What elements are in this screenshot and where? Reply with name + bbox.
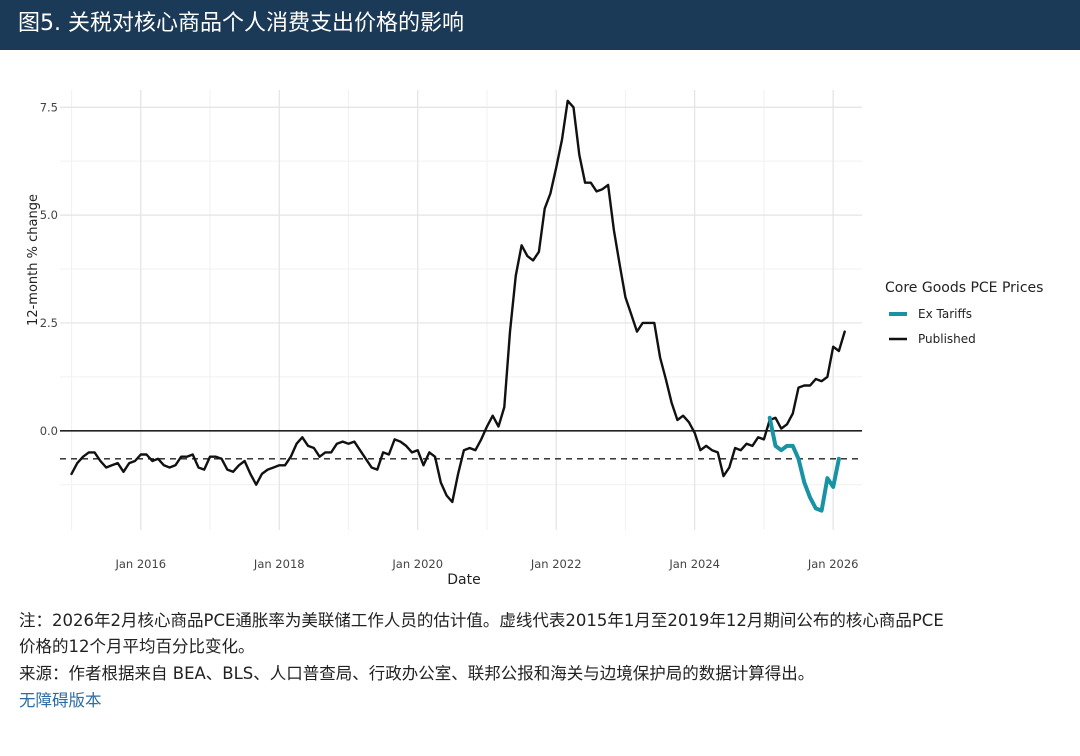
- y-tick-label: 7.5: [40, 100, 58, 114]
- chart-reference-lines: [60, 429, 862, 460]
- title-bar: 图5. 关税对核心商品个人消费支出价格的影响: [0, 0, 1080, 50]
- accessible-version-link[interactable]: 无障碍版本: [19, 691, 102, 710]
- y-tick-label: 0.0: [40, 424, 58, 438]
- chart-axes: Date 12-month % change 0.0 2.5 5.0 7.5 Jan 2…: [26, 100, 858, 588]
- chart-legend: Core Goods PCE Prices Ex Tariffs Publishe…: [885, 280, 1043, 346]
- legend-title: Core Goods PCE Prices: [885, 280, 1043, 296]
- chart-source: 来源：作者根据来自 BEA、BLS、人口普查局、行政办公室、联邦公报和海关与边境…: [19, 664, 815, 683]
- x-tick-label: Jan 2024: [668, 557, 720, 571]
- x-tick-label: Jan 2022: [530, 557, 582, 571]
- y-tick-label: 5.0: [40, 208, 58, 222]
- page-title: 图5. 关税对核心商品个人消费支出价格的影响: [18, 11, 464, 36]
- x-tick-label: Jan 2018: [253, 557, 305, 571]
- chart-note-line-2: 价格的12个月平均百分比变化。: [19, 637, 255, 656]
- x-tick-label: Jan 2020: [391, 557, 443, 571]
- series-line-published: [70, 99, 846, 504]
- chart: Date 12-month % change 0.0 2.5 5.0 7.5 Jan 2…: [26, 90, 1043, 588]
- legend-item-label: Published: [918, 332, 976, 346]
- chart-note-line-1: 注：2026年2月核心商品PCE通胀率为美联储工作人员的估计值。虚线代表2015…: [19, 611, 944, 630]
- y-axis-label: 12-month % change: [26, 194, 41, 326]
- x-axis-label: Date: [447, 572, 480, 588]
- x-tick-label: Jan 2016: [114, 557, 166, 571]
- y-tick-label: 2.5: [40, 316, 58, 330]
- series-line-ex-tariffs: [767, 415, 841, 513]
- chart-series: [70, 99, 846, 513]
- x-tick-label: Jan 2026: [807, 557, 859, 571]
- legend-item-label: Ex Tariffs: [918, 307, 972, 321]
